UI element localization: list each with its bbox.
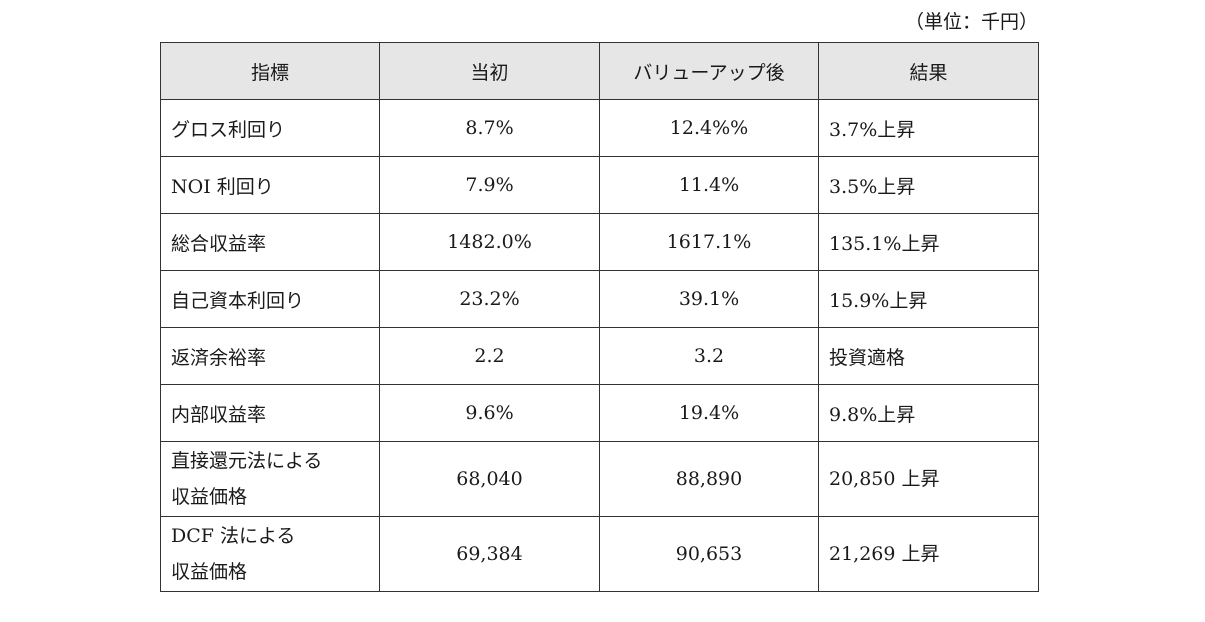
table-row: グロス利回り 8.7% 12.4%% 3.7%上昇 [160, 99, 1039, 157]
table-row: DCF 法による 収益価格 69,384 90,653 21,269 上昇 [160, 516, 1039, 592]
initial-value: 8.7% [379, 99, 600, 157]
row-label: DCF 法による 収益価格 [160, 516, 380, 592]
result-value: 15.9%上昇 [818, 270, 1039, 328]
row-label-line: 収益価格 [171, 486, 248, 508]
row-label: NOI 利回り [160, 156, 380, 214]
result-value: 3.7%上昇 [818, 99, 1039, 157]
after-value: 90,653 [599, 516, 819, 592]
table-row: 総合収益率 1482.0% 1617.1% 135.1%上昇 [160, 213, 1039, 271]
after-value: 11.4% [599, 156, 819, 214]
result-value: 21,269 上昇 [818, 516, 1039, 592]
table-row: 返済余裕率 2.2 3.2 投資適格 [160, 327, 1039, 385]
initial-value: 7.9% [379, 156, 600, 214]
result-value: 20,850 上昇 [818, 441, 1039, 517]
row-label-line: 収益価格 [171, 561, 248, 583]
row-label-line: DCF 法による [171, 525, 296, 547]
initial-value: 2.2 [379, 327, 600, 385]
header-initial: 当初 [379, 42, 600, 100]
table-row: 自己資本利回り 23.2% 39.1% 15.9%上昇 [160, 270, 1039, 328]
after-value: 12.4%% [599, 99, 819, 157]
initial-value: 1482.0% [379, 213, 600, 271]
result-value: 135.1%上昇 [818, 213, 1039, 271]
initial-value: 68,040 [379, 441, 600, 517]
after-value: 39.1% [599, 270, 819, 328]
after-value: 88,890 [599, 441, 819, 517]
result-value: 3.5%上昇 [818, 156, 1039, 214]
header-indicator: 指標 [160, 42, 380, 100]
header-result: 結果 [818, 42, 1039, 100]
table-row: NOI 利回り 7.9% 11.4% 3.5%上昇 [160, 156, 1039, 214]
metrics-table: 指標 当初 バリューアップ後 結果 グロス利回り 8.7% 12.4%% 3.7… [160, 42, 1039, 592]
initial-value: 9.6% [379, 384, 600, 442]
row-label: グロス利回り [160, 99, 380, 157]
after-value: 1617.1% [599, 213, 819, 271]
result-value: 9.8%上昇 [818, 384, 1039, 442]
after-value: 19.4% [599, 384, 819, 442]
initial-value: 23.2% [379, 270, 600, 328]
row-label-line: 直接還元法による [171, 450, 323, 472]
after-value: 3.2 [599, 327, 819, 385]
table-row: 内部収益率 9.6% 19.4% 9.8%上昇 [160, 384, 1039, 442]
row-label: 総合収益率 [160, 213, 380, 271]
row-label: 内部収益率 [160, 384, 380, 442]
result-value: 投資適格 [818, 327, 1039, 385]
initial-value: 69,384 [379, 516, 600, 592]
unit-note: （単位：千円） [904, 11, 1038, 33]
row-label: 返済余裕率 [160, 327, 380, 385]
header-after-value-up: バリューアップ後 [599, 42, 819, 100]
table-row: 直接還元法による 収益価格 68,040 88,890 20,850 上昇 [160, 441, 1039, 517]
table-header-row: 指標 当初 バリューアップ後 結果 [160, 42, 1039, 100]
row-label: 自己資本利回り [160, 270, 380, 328]
row-label: 直接還元法による 収益価格 [160, 441, 380, 517]
